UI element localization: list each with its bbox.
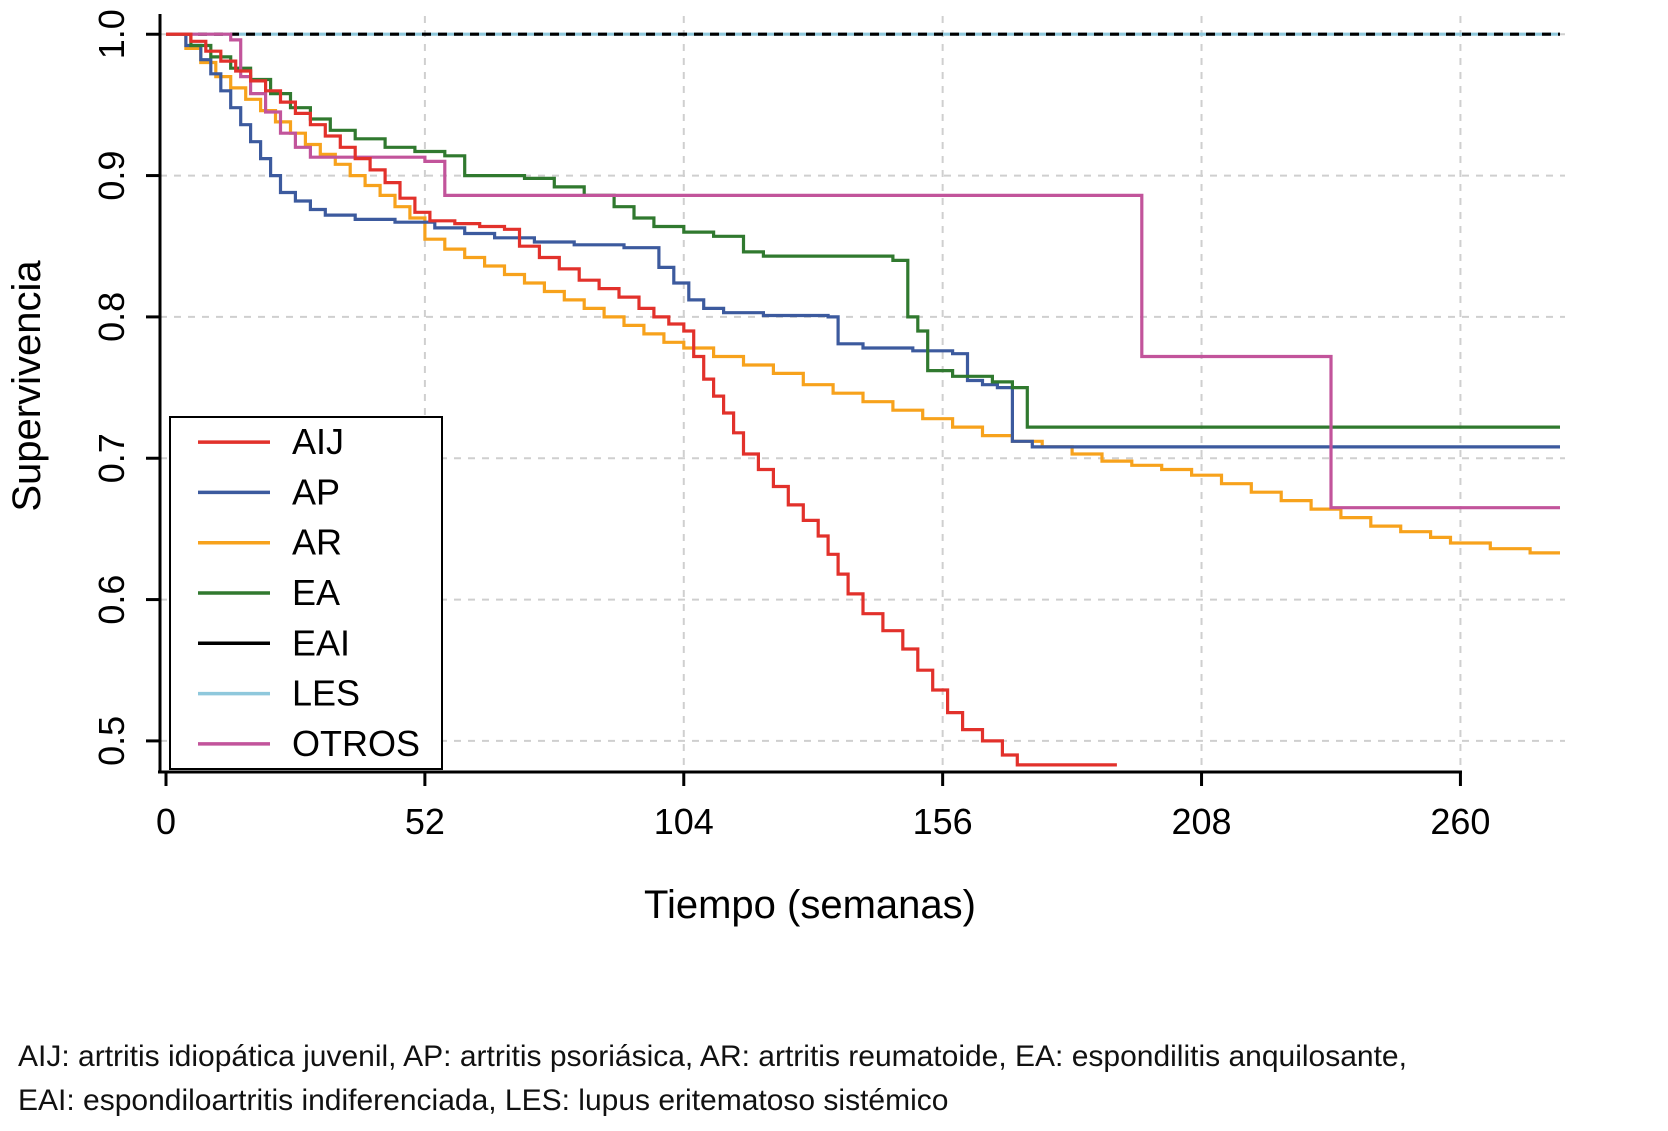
- y-tick-label-0.8: 0.8: [91, 292, 132, 342]
- x-axis-title: Tiempo (semanas): [644, 883, 976, 927]
- series-AIJ-curve: [166, 32, 1117, 767]
- x-tick-label-208: 208: [1172, 801, 1232, 842]
- x-tick-label-104: 104: [654, 801, 714, 842]
- survival-curves: [166, 32, 1560, 767]
- series-AR-curve: [166, 32, 1560, 555]
- legend-label-EAI: EAI: [292, 622, 350, 663]
- x-tick-label-156: 156: [913, 801, 973, 842]
- legend-label-AP: AP: [292, 471, 340, 512]
- figure-caption-line2: EAI: espondiloartritis indiferenciada, L…: [18, 1084, 949, 1117]
- y-tick-label-0.6: 0.6: [91, 575, 132, 625]
- axes: 0 52 104 156 208 260 0.5 0.6 0.7 0.8 0.9 1.0: [91, 9, 1490, 842]
- x-tick-label-52: 52: [405, 801, 445, 842]
- y-tick-label-0.5: 0.5: [91, 716, 132, 766]
- y-axis-title: Supervivencia: [5, 260, 49, 512]
- figure-caption-line1: AIJ: artritis idiopática juvenil, AP: ar…: [18, 1040, 1407, 1073]
- y-tick-label-0.7: 0.7: [91, 433, 132, 483]
- y-tick-label-0.9: 0.9: [91, 151, 132, 201]
- legend-label-AIJ: AIJ: [292, 421, 344, 462]
- legend-label-OTROS: OTROS: [292, 723, 420, 764]
- series-EA-curve: [166, 32, 1560, 429]
- y-tick-label-1: 1.0: [91, 9, 132, 59]
- x-tick-label-260: 260: [1430, 801, 1490, 842]
- legend-label-AR: AR: [292, 522, 342, 563]
- legend-label-LES: LES: [292, 673, 360, 714]
- legend-label-EA: EA: [292, 572, 340, 613]
- series-OTROS-curve: [166, 32, 1560, 510]
- series-AP-curve: [166, 32, 1560, 449]
- x-tick-label-0: 0: [156, 801, 176, 842]
- legend: AIJ AP AR EA EAI LES OTROS: [169, 416, 443, 770]
